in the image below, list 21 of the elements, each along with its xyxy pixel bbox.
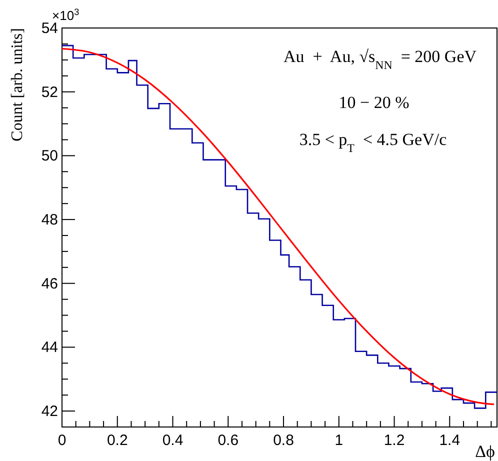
annotation: 10 − 20 % [338,93,410,112]
x-tick-label: 0.4 [162,432,184,449]
annotation: Au + Au, √s$_{NN}$ = 200 GeV [283,47,478,72]
x-tick-label: 1 [334,432,344,449]
y-tick-label: 50 [41,148,58,165]
y-tick-label: 52 [41,84,58,101]
x-tick-label: 0.8 [273,432,294,449]
y-tick-label: 42 [41,403,58,420]
x-tick-label: 1.4 [439,432,460,449]
x-tick-label: 0 [58,432,66,449]
y-tick-label: 46 [41,275,58,292]
y-axis-title: Count [arb. units] [9,28,26,142]
text: ×10$^{3}$ [52,7,80,23]
annotation: 3.5 < p$_{T}$ < 4.5 GeV/c [299,130,448,155]
x-axis-title: Δϕ [475,442,496,461]
x-tick-label: 0.6 [218,432,239,449]
x-tick-label: 0.2 [106,432,128,449]
x-tick-label: 1.2 [384,432,405,449]
y-tick-label: 48 [41,212,58,229]
y-tick-label: 44 [41,339,58,356]
y-tick-label: 54 [41,20,58,37]
